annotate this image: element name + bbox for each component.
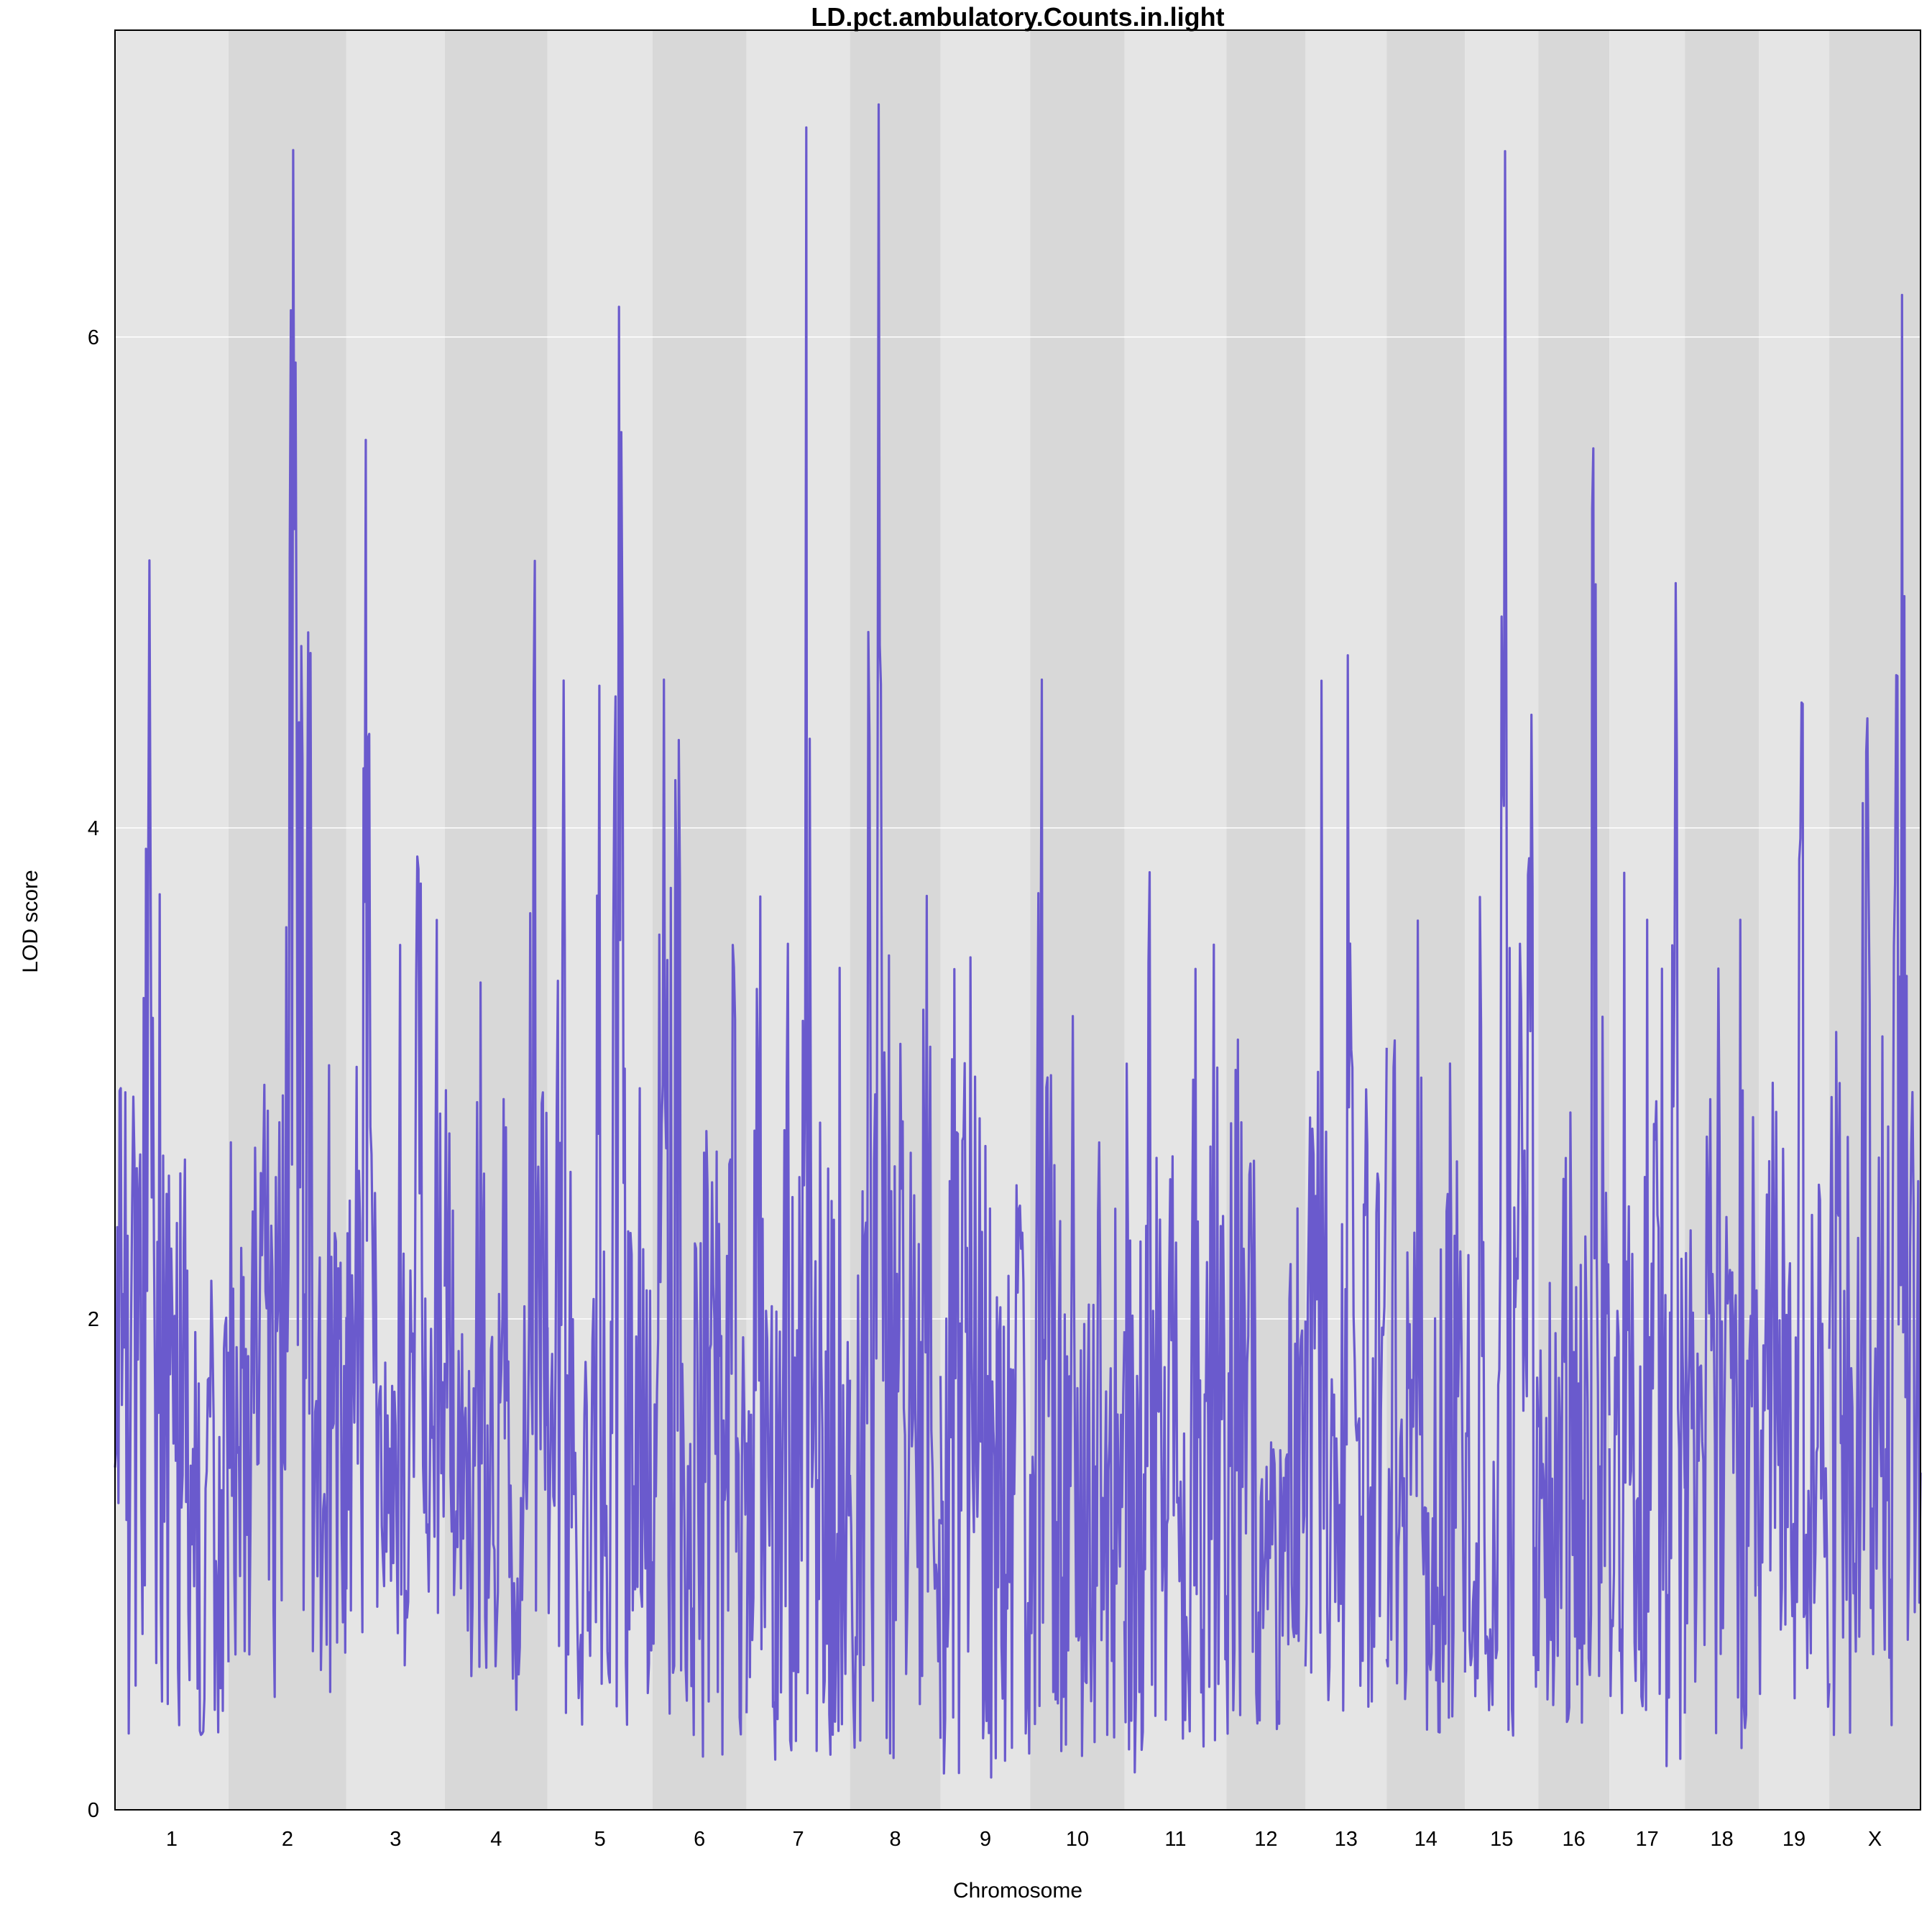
chart-title: LD.pct.ambulatory.Counts.in.light bbox=[811, 2, 1224, 32]
x-axis-ticks: 1 2 3 4 5 6 7 8 9 10 11 12 13 14 15 16 17 18 19 X bbox=[166, 1828, 1882, 1851]
x-tick-label: 5 bbox=[594, 1828, 606, 1851]
y-tick-label: 4 bbox=[88, 817, 99, 840]
x-tick-label: 3 bbox=[390, 1828, 401, 1851]
x-tick-label: 18 bbox=[1710, 1828, 1733, 1851]
y-axis-label: LOD score bbox=[19, 870, 42, 972]
plot-frame bbox=[114, 29, 1921, 1811]
chromosome-band-1 bbox=[115, 30, 229, 1810]
x-tick-label: 2 bbox=[282, 1828, 293, 1851]
x-tick-label: 1 bbox=[166, 1828, 178, 1851]
y-tick-label: 2 bbox=[88, 1308, 99, 1331]
y-tick-label: 0 bbox=[88, 1799, 99, 1822]
x-tick-label: 8 bbox=[889, 1828, 901, 1851]
x-tick-label: 9 bbox=[980, 1828, 991, 1851]
x-tick-label: 13 bbox=[1335, 1828, 1358, 1851]
x-tick-label: 7 bbox=[793, 1828, 804, 1851]
x-tick-label: 4 bbox=[490, 1828, 502, 1851]
x-tick-label: 15 bbox=[1490, 1828, 1513, 1851]
x-tick-label: 19 bbox=[1782, 1828, 1806, 1851]
x-tick-label: 6 bbox=[694, 1828, 705, 1851]
x-tick-label: X bbox=[1868, 1828, 1882, 1851]
lod-series-line bbox=[114, 103, 1922, 1779]
y-axis-ticks: 0 2 4 6 bbox=[88, 326, 99, 1822]
x-tick-label: 11 bbox=[1164, 1828, 1186, 1851]
x-tick-label: 12 bbox=[1254, 1828, 1277, 1851]
x-tick-label: 10 bbox=[1066, 1828, 1089, 1851]
y-tick-label: 6 bbox=[88, 326, 99, 349]
x-axis-label: Chromosome bbox=[953, 1879, 1082, 1903]
x-tick-label: 17 bbox=[1636, 1828, 1659, 1851]
x-tick-label: 16 bbox=[1563, 1828, 1586, 1851]
x-tick-label: 14 bbox=[1414, 1828, 1438, 1851]
